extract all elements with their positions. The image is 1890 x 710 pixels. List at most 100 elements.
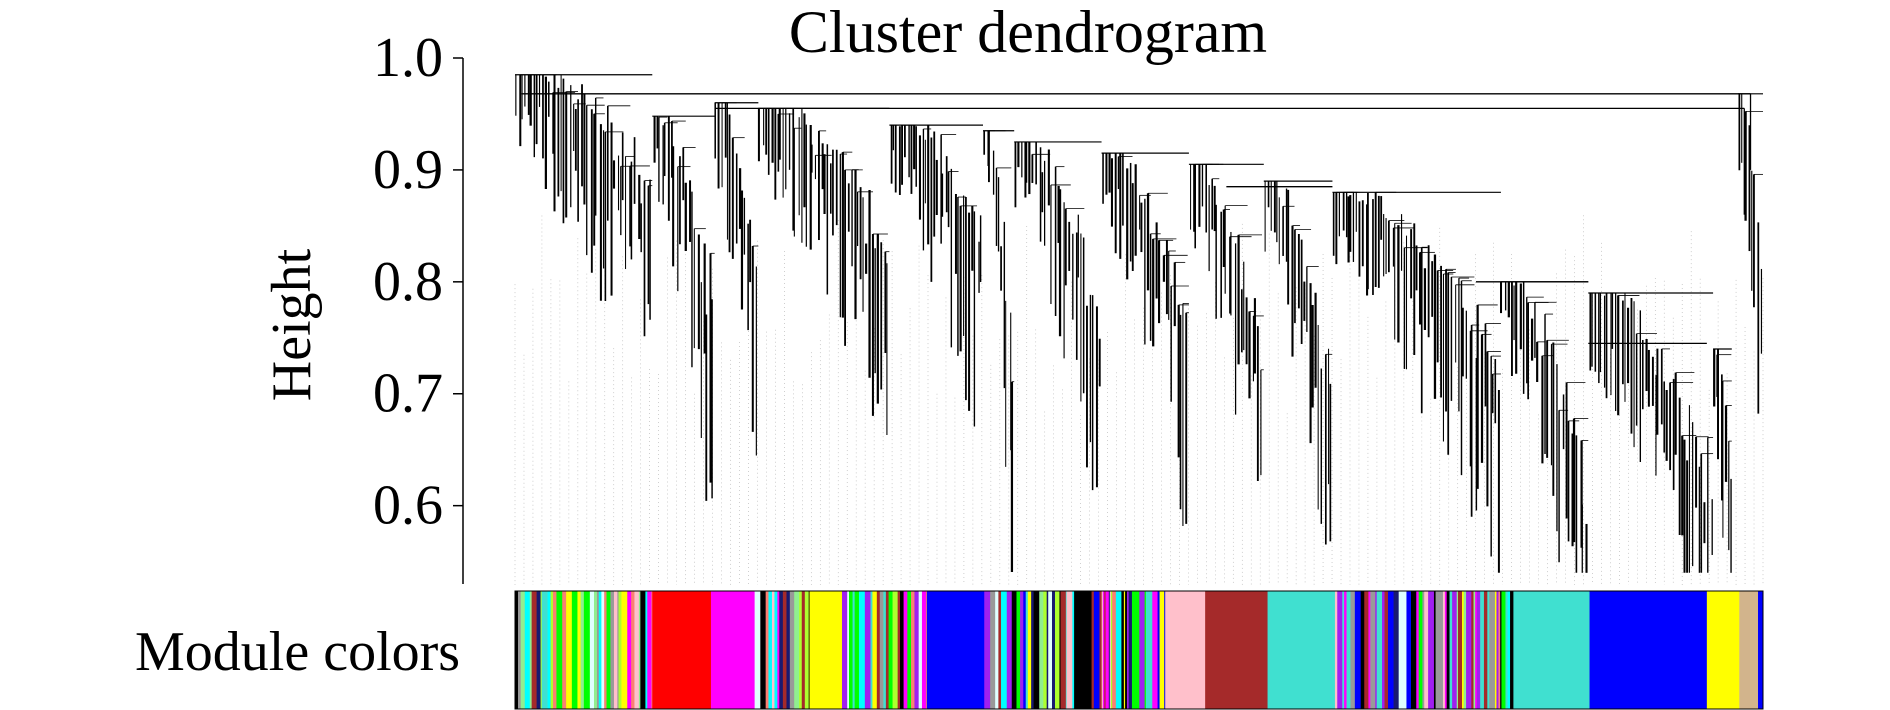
module-stripe [541,591,548,709]
cluster-branch [515,74,653,337]
module-stripe [1128,591,1133,709]
module-stripe [550,591,554,709]
module-stripe [1046,591,1049,709]
module-band-turquoise [1513,591,1591,709]
module-colors-label: Module colors [135,621,461,683]
module-stripe [1091,591,1095,709]
module-stripe [1398,591,1405,709]
color-bar-border [514,590,1764,710]
module-stripe [571,591,578,709]
module-band-brown [1205,591,1269,709]
module-stripe [627,591,632,709]
module-stripe [1159,591,1165,709]
cluster-branch [1713,348,1732,573]
cluster-branch [1738,93,1763,414]
module-stripe [1416,591,1420,709]
module-stripe [1346,591,1351,709]
module-stripe [554,591,557,709]
module-stripe [1110,591,1113,709]
module-stripe [786,591,789,709]
module-stripe [1364,591,1369,709]
module-stripe [777,591,780,709]
module-stripe [547,591,551,709]
module-stripe [1370,591,1376,709]
module-stripe [984,591,991,709]
module-stripe [1059,591,1061,709]
module-stripe [883,591,887,709]
module-stripe [779,591,784,709]
module-stripe [1102,591,1105,709]
module-stripe [808,591,810,709]
module-stripe [634,591,640,709]
module-stripe [848,591,853,709]
module-stripe [872,591,878,709]
module-stripe [1054,591,1060,709]
module-band-magenta [710,591,756,709]
module-stripe [841,591,848,709]
module-stripe [754,591,761,709]
module-stripe [585,591,591,709]
module-stripe [1104,591,1106,709]
module-stripe [1456,591,1459,709]
module-stripe [911,591,915,709]
module-stripe [782,591,787,709]
module-stripe [613,591,618,709]
module-stripe [1334,591,1338,709]
y-tick-label: 0.9 [373,139,443,201]
module-stripe [1344,591,1347,709]
y-tick-label: 0.6 [373,475,443,537]
module-stripe [1027,591,1032,709]
module-stripe [1039,591,1044,709]
module-stripe [531,591,538,709]
module-stripe [1446,591,1450,709]
module-stripe [1001,591,1008,709]
module-band-red [652,591,712,709]
module-stripe [552,591,555,709]
module-band-tan [1739,591,1759,709]
cluster-branch [757,107,890,436]
module-stripe [1123,591,1126,709]
module-stripe [1065,591,1068,709]
module-stripe [598,591,602,709]
module-stripe [804,591,810,709]
module-stripe [1428,591,1435,709]
module-stripe [1043,591,1048,709]
module-band-turquoise [1267,591,1336,709]
module-stripe [1487,591,1490,709]
module-stripe [892,591,899,709]
module-stripe [1157,591,1160,709]
module-stripe [645,591,648,709]
module-stripe [914,591,920,709]
module-stripe [1127,591,1130,709]
module-stripe [1505,591,1508,709]
module-stripe [1422,591,1425,709]
module-stripe [771,591,775,709]
module-stripe [1489,591,1496,709]
module-stripe [1131,591,1135,709]
cluster-branch [1101,152,1189,526]
y-tick-label: 0.8 [373,251,443,313]
module-stripe [1466,591,1472,709]
module-stripe [562,591,567,709]
cluster-branch [1188,163,1264,482]
module-stripe [787,591,791,709]
module-stripe [998,591,1002,709]
module-stripe [617,591,619,709]
module-stripe [1109,591,1112,709]
module-stripe [1510,591,1514,709]
module-stripe [647,591,652,709]
module-stripe [601,591,604,709]
module-stripe [596,591,600,709]
module-stripe [621,591,628,709]
module-stripe [1435,591,1438,709]
module-stripe [1461,591,1465,709]
module-stripe [536,591,541,709]
module-stripe [1006,591,1013,709]
module-stripe [1444,591,1448,709]
module-stripe [580,591,585,709]
module-stripe [1360,591,1365,709]
module-stripe [774,591,778,709]
top-merges [521,93,1752,345]
y-tick-label: 0.7 [373,363,443,425]
module-stripe [885,591,889,709]
